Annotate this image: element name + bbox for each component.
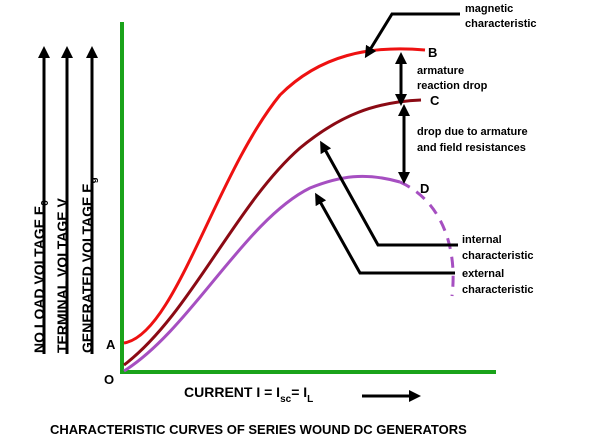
x-axis-label: CURRENT I = Isc= IL (184, 384, 313, 405)
external-pointer-arrow (315, 192, 455, 275)
y-label-v: TERMINAL VOLTAGE V (54, 198, 70, 353)
magnetic-characteristic-curve (123, 47, 426, 345)
internal-characteristic-curve (123, 98, 422, 367)
point-a-label: A (106, 337, 116, 352)
point-c-label: C (430, 93, 440, 108)
external-characteristic-curve (123, 174, 401, 373)
resistance-drop-annotation: drop due to armature and field resistanc… (417, 126, 531, 154)
y-label-e0: NO LOAD VOLTAGE E0 (31, 200, 51, 353)
armature-drop-annotation: armature reaction drop (417, 65, 488, 92)
internal-annotation: internal characteristic (462, 234, 534, 262)
y-label-eg: GENERATED VOLTAGE Eg (79, 177, 99, 353)
external-annotation: external characteristic (462, 268, 534, 296)
point-origin-label: O (104, 372, 114, 387)
magnetic-annotation: magnetic characteristic (465, 3, 537, 30)
point-b-label: B (428, 45, 437, 60)
point-d-label: D (420, 181, 429, 196)
internal-pointer-arrow (320, 140, 458, 247)
magnetic-pointer-arrow (364, 12, 460, 59)
external-characteristic-dashed (399, 180, 455, 297)
figure-caption: CHARACTERISTIC CURVES OF SERIES WOUND DC… (50, 422, 467, 437)
